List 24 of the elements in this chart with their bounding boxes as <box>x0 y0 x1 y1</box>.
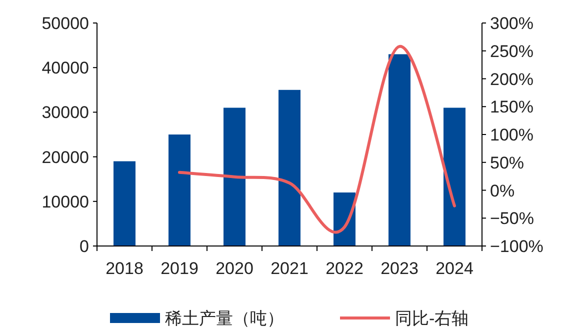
x-tick-label: 2020 <box>216 259 254 278</box>
y2-tick-label: 250% <box>490 42 534 61</box>
x-tick-label: 2018 <box>106 259 144 278</box>
x-tick-label: 2024 <box>436 259 474 278</box>
y2-tick-label: 150% <box>490 98 534 117</box>
x-tick-label: 2023 <box>380 259 418 278</box>
y2-tick-label: 50% <box>490 153 524 172</box>
y2-tick-label: 300% <box>490 14 534 33</box>
y2-tick-label: 0% <box>490 181 515 200</box>
y2-tick-label: −100% <box>490 237 544 256</box>
x-tick-label: 2022 <box>326 259 364 278</box>
legend-label: 稀土产量（吨） <box>165 309 284 328</box>
y-tick-label: 20000 <box>42 148 89 167</box>
y-tick-label: 0 <box>80 237 89 256</box>
legend-label: 同比-右轴 <box>395 309 469 328</box>
y-tick-label: 30000 <box>42 103 89 122</box>
y2-tick-label: 200% <box>490 70 534 89</box>
x-tick-label: 2021 <box>270 259 308 278</box>
y-tick-label: 50000 <box>42 14 89 33</box>
y2-tick-label: −50% <box>490 209 534 228</box>
y-tick-label: 40000 <box>42 58 89 78</box>
y2-tick-label: 100% <box>490 126 534 144</box>
y-tick-label: 10000 <box>42 192 89 212</box>
x-tick-label: 2019 <box>160 259 198 278</box>
